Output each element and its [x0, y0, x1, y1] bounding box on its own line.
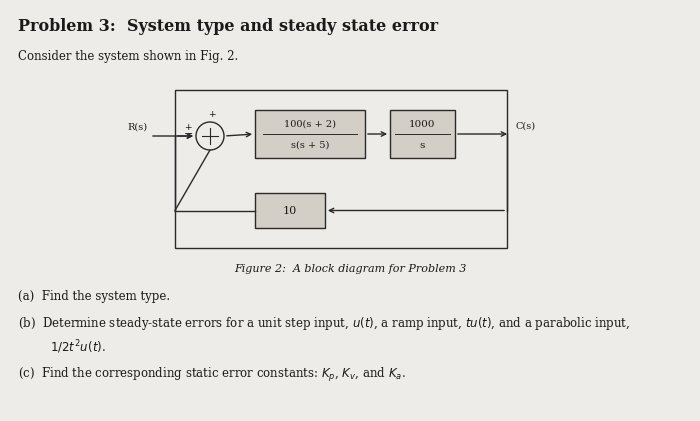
- Text: $1/2t^2u(t)$.: $1/2t^2u(t)$.: [28, 338, 106, 356]
- Text: (b)  Determine steady-state errors for a unit step input, $u(t)$, a ramp input, : (b) Determine steady-state errors for a …: [18, 315, 630, 332]
- Text: Figure 2:  A block diagram for Problem 3: Figure 2: A block diagram for Problem 3: [234, 264, 466, 274]
- Text: s(s + 5): s(s + 5): [290, 141, 329, 150]
- Bar: [390, 110, 455, 158]
- Text: s: s: [420, 141, 425, 150]
- Text: C(s): C(s): [515, 122, 535, 131]
- Text: −: −: [183, 129, 193, 139]
- Circle shape: [196, 122, 224, 150]
- Text: R(s): R(s): [128, 123, 148, 132]
- Text: Consider the system shown in Fig. 2.: Consider the system shown in Fig. 2.: [18, 50, 238, 63]
- Bar: [255, 110, 365, 158]
- Text: (c)  Find the corresponding static error constants: $K_p$, $K_v$, and $K_a$.: (c) Find the corresponding static error …: [18, 366, 406, 384]
- Bar: [255, 193, 325, 228]
- Bar: [175, 90, 507, 248]
- Text: +: +: [184, 123, 192, 132]
- Text: 10: 10: [283, 205, 297, 216]
- Text: 1000: 1000: [410, 120, 435, 129]
- Text: 100(s + 2): 100(s + 2): [284, 120, 336, 129]
- Text: (a)  Find the system type.: (a) Find the system type.: [18, 290, 170, 303]
- Text: Problem 3:  System type and steady state error: Problem 3: System type and steady state …: [18, 18, 438, 35]
- Text: +: +: [209, 110, 216, 119]
